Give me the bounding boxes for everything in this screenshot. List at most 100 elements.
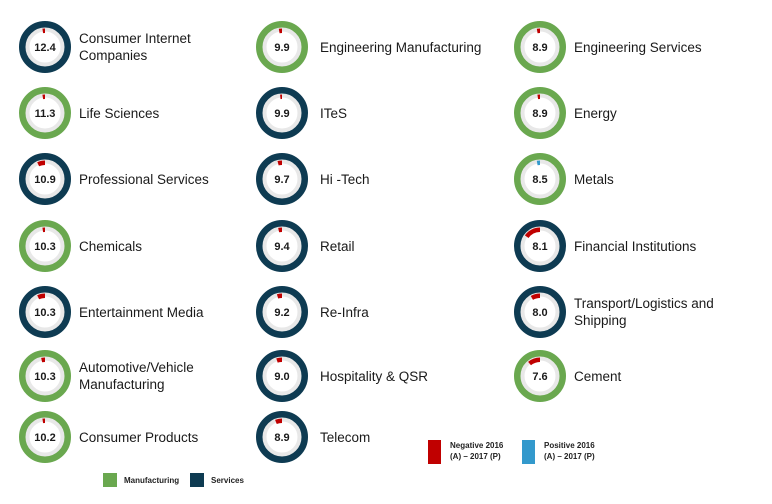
- category-label-financial-institutions: Financial Institutions: [574, 239, 697, 254]
- value-label-consumer-internet-companies: 12.4: [34, 42, 56, 54]
- value-label-cement: 7.6: [532, 371, 547, 383]
- donut-transport-logistics-and-shipping: 8.0: [514, 286, 566, 338]
- legend-negative-line1: Negative 2016: [450, 441, 504, 450]
- change-wedge-entertainment-media: [37, 293, 45, 300]
- donut-ring-hi-tech: [256, 153, 308, 205]
- donut-metals: 8.5: [514, 153, 566, 205]
- legend-services: Services: [190, 473, 244, 487]
- change-wedge-consumer-products: [42, 418, 45, 424]
- legend-negative: Negative 2016 (A) – 2017 (P): [428, 440, 503, 464]
- change-wedge-ites: [280, 94, 282, 100]
- donut-entertainment-media: 10.3: [19, 286, 71, 338]
- category-label-cement: Cement: [574, 369, 622, 384]
- donut-re-infra: 9.2: [256, 286, 308, 338]
- legend-swatch-manufacturing: [103, 473, 117, 487]
- donut-consumer-products: 10.2: [19, 411, 71, 463]
- change-wedge-financial-institutions: [524, 227, 540, 238]
- donut-engineering-services: 8.9: [514, 21, 566, 73]
- category-label-transport-logistics-and-shipping: Transport/Logistics and Shipping: [574, 296, 714, 328]
- value-label-automotive-vehicle-manufacturing: 10.3: [34, 371, 55, 383]
- donut-ring-automotive-vehicle-manufacturing: [19, 350, 71, 402]
- category-label-hi-tech: Hi -Tech: [320, 172, 370, 187]
- donut-ring-cement: [514, 350, 566, 402]
- category-label-telecom: Telecom: [320, 430, 371, 445]
- donut-ring-metals: [514, 153, 566, 205]
- change-wedge-consumer-internet-companies: [42, 28, 45, 34]
- value-label-entertainment-media: 10.3: [34, 307, 55, 319]
- value-label-financial-institutions: 8.1: [532, 241, 547, 253]
- donut-ring-retail: [256, 220, 308, 272]
- category-label-professional-services: Professional Services: [79, 172, 209, 187]
- legend-text-positive: Positive 2016 (A) – 2017 (P): [544, 440, 595, 462]
- donut-ring-chemicals: [19, 220, 71, 272]
- donut-life-sciences: 11.3: [19, 87, 71, 139]
- value-label-transport-logistics-and-shipping: 8.0: [532, 307, 547, 319]
- donut-professional-services: 10.9: [19, 153, 71, 205]
- value-label-hi-tech: 9.7: [274, 174, 289, 186]
- change-wedge-telecom: [275, 418, 282, 425]
- change-wedge-automotive-vehicle-manufacturing: [41, 357, 45, 363]
- donut-ring-re-infra: [256, 286, 308, 338]
- legend-swatch-positive: [522, 440, 535, 464]
- donut-financial-institutions: 8.1: [514, 220, 566, 272]
- donut-hospitality-qsr: 9.0: [256, 350, 308, 402]
- change-wedge-cement: [528, 357, 540, 366]
- change-wedge-retail: [278, 227, 282, 233]
- category-label-life-sciences: Life Sciences: [79, 106, 160, 121]
- category-label-engineering-manufacturing: Engineering Manufacturing: [320, 40, 482, 55]
- category-label-consumer-internet-companies: Consumer Internet Companies: [79, 31, 191, 63]
- value-label-energy: 8.9: [532, 108, 547, 120]
- value-label-professional-services: 10.9: [34, 174, 55, 186]
- legend-label-manufacturing: Manufacturing: [124, 475, 180, 485]
- category-label-retail: Retail: [320, 239, 355, 254]
- value-label-consumer-products: 10.2: [34, 432, 55, 444]
- donut-ring-telecom: [256, 411, 308, 463]
- value-label-life-sciences: 11.3: [35, 108, 56, 120]
- donut-automotive-vehicle-manufacturing: 10.3: [19, 350, 71, 402]
- legend-positive-line2: (A) – 2017 (P): [544, 452, 595, 461]
- donut-telecom: 8.9: [256, 411, 308, 463]
- change-wedge-hospitality-qsr: [276, 357, 282, 363]
- donut-ring-entertainment-media: [19, 286, 71, 338]
- category-label-chemicals: Chemicals: [79, 239, 143, 254]
- legend-swatch-negative: [428, 440, 441, 464]
- legend-swatch-services: [190, 473, 204, 487]
- value-label-re-infra: 9.2: [274, 307, 289, 319]
- donut-cement: 7.6: [514, 350, 566, 402]
- donut-ring-consumer-products: [19, 411, 71, 463]
- donut-ring-energy: [514, 87, 566, 139]
- category-label-energy: Energy: [574, 106, 617, 121]
- donut-ring-transport-logistics-and-shipping: [514, 286, 566, 338]
- legend-positive: Positive 2016 (A) – 2017 (P): [522, 440, 595, 464]
- change-wedge-chemicals: [42, 227, 45, 233]
- change-wedge-engineering-services: [536, 28, 540, 34]
- legend-text-negative: Negative 2016 (A) – 2017 (P): [450, 440, 503, 462]
- change-wedge-hi-tech: [277, 160, 282, 166]
- legend-label-services: Services: [211, 475, 244, 485]
- value-label-metals: 8.5: [532, 174, 547, 186]
- category-label-automotive-vehicle-manufacturing: Automotive/Vehicle Manufacturing: [79, 360, 194, 392]
- donut-ring-engineering-manufacturing: [256, 21, 308, 73]
- change-wedge-professional-services: [37, 160, 45, 167]
- legend-manufacturing: Manufacturing: [103, 473, 179, 487]
- value-label-engineering-manufacturing: 9.9: [274, 42, 289, 54]
- category-label-metals: Metals: [574, 172, 614, 187]
- donut-engineering-manufacturing: 9.9: [256, 21, 308, 73]
- category-label-consumer-products: Consumer Products: [79, 430, 199, 445]
- donut-ring-life-sciences: [19, 87, 71, 139]
- value-label-chemicals: 10.3: [34, 241, 55, 253]
- category-label-entertainment-media: Entertainment Media: [79, 305, 204, 320]
- donut-ring-hospitality-qsr: [256, 350, 308, 402]
- donut-energy: 8.9: [514, 87, 566, 139]
- donut-ring-consumer-internet-companies: [19, 21, 71, 73]
- value-label-retail: 9.4: [274, 241, 290, 253]
- donut-chemicals: 10.3: [19, 220, 71, 272]
- donut-ring-professional-services: [19, 153, 71, 205]
- category-label-re-infra: Re-Infra: [320, 305, 369, 320]
- change-wedge-life-sciences: [42, 94, 45, 100]
- donut-ring-engineering-services: [514, 21, 566, 73]
- value-label-telecom: 8.9: [274, 432, 289, 444]
- donut-retail: 9.4: [256, 220, 308, 272]
- change-wedge-transport-logistics-and-shipping: [530, 293, 540, 300]
